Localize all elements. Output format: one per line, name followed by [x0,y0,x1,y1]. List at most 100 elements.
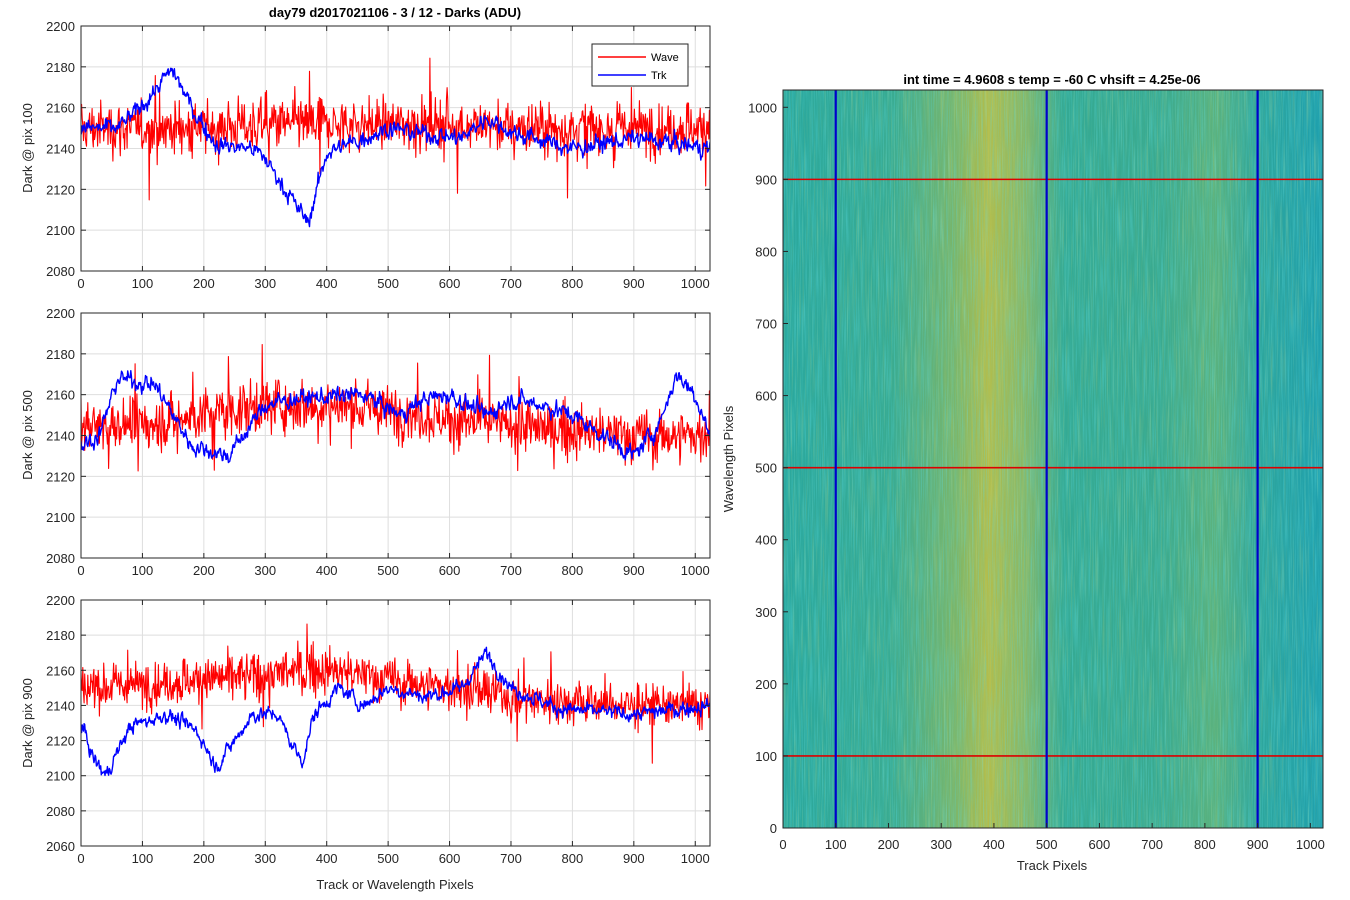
x-tick-label: 900 [623,276,645,291]
series-group [81,343,710,472]
x-tick-label: 800 [562,851,584,866]
series-trk-line [81,370,710,464]
y-tick-label: 2120 [46,182,75,197]
x-tick-label: 200 [193,276,215,291]
x-tick-label: 0 [77,276,84,291]
y-tick-label: 2160 [46,663,75,678]
y-tick-label: 2080 [46,551,75,566]
x-tick-label: 1000 [681,276,710,291]
y-tick-label: 2180 [46,347,75,362]
series-trk-line [81,67,710,228]
series-wave-line [81,57,710,201]
heatmap-ylabel: Wavelength Pixels [721,405,736,512]
x-tick-label: 700 [500,563,522,578]
x-tick-label: 500 [377,276,399,291]
top-plot-title: day79 d2017021106 - 3 / 12 - Darks (ADU) [269,5,521,20]
x-tick-label: 100 [132,851,154,866]
x-tick-label: 200 [193,851,215,866]
y-tick-label: 2140 [46,698,75,713]
x-tick-label: 300 [254,851,276,866]
y-tick-label: 2140 [46,429,75,444]
heatmap-y-tick-label: 800 [755,244,777,259]
legend-wave-label: Wave [651,52,679,64]
heatmap-y-tick-label: 200 [755,677,777,692]
y-tick-label: 2100 [46,769,75,784]
y-tick-label: 2060 [46,839,75,854]
x-tick-label: 500 [377,563,399,578]
line-plot-2: 0 100 200 300 400 500 600 700 800 900 1000 2080 2100… [46,306,711,578]
heatmap-x-tick-label: 400 [983,837,1005,852]
heatmap-y-tick-label: 600 [755,389,777,404]
heatmap-title: int time = 4.9608 s temp = -60 C vhsift … [903,72,1200,87]
series-group [81,57,710,228]
y-tick-label: 2120 [46,734,75,749]
plot2-ylabel: Dark @ pix 500 [20,390,35,480]
y-tick-label: 2120 [46,469,75,484]
heatmap-x-tick-label: 200 [878,837,900,852]
x-tick-label: 1000 [681,851,710,866]
x-tick-label: 300 [254,563,276,578]
y-tick-label: 2180 [46,628,75,643]
y-tick-label: 2180 [46,60,75,75]
heatmap-y-tick-label: 700 [755,317,777,332]
x-tick-label: 100 [132,276,154,291]
heatmap-x-tick-label: 900 [1247,837,1269,852]
x-tick-label: 700 [500,276,522,291]
x-tick-label: 800 [562,276,584,291]
x-tick-label: 400 [316,851,338,866]
heatmap-panel: 0 100 200 300 400 500 600 700 800 900 1000 0 100 200 3… [748,89,1325,852]
series-wave-line [81,623,710,764]
y-tick-label: 2200 [46,306,75,321]
heatmap-x-tick-label: 700 [1141,837,1163,852]
x-tick-label: 300 [254,276,276,291]
heatmap-x-tick-label: 600 [1089,837,1111,852]
y-tick-label: 2080 [46,264,75,279]
y-tick-label: 2200 [46,19,75,34]
x-tick-label: 400 [316,276,338,291]
heatmap-xlabel: Track Pixels [1017,858,1088,873]
x-tick-label: 0 [77,563,84,578]
series-wave-line [81,343,710,472]
x-tick-label: 700 [500,851,522,866]
x-tick-label: 100 [132,563,154,578]
series-group [81,623,710,777]
heatmap-x-tick-label: 0 [779,837,786,852]
x-tick-label: 0 [77,851,84,866]
legend-box [591,43,689,87]
legend-trk-label: Trk [651,70,667,82]
heatmap-texture-bright [783,90,1323,828]
heatmap-y-tick-label: 100 [755,749,777,764]
heatmap-y-tick-label: 300 [755,605,777,620]
x-tick-label: 600 [439,276,461,291]
y-tick-label: 2100 [46,223,75,238]
y-tick-label: 2200 [46,593,75,608]
y-tick-label: 2160 [46,388,75,403]
plot1-ylabel: Dark @ pix 100 [20,103,35,193]
x-tick-label: 900 [623,851,645,866]
heatmap-y-tick-label: 1000 [748,100,777,115]
heatmap-x-tick-label: 1000 [1296,837,1325,852]
heatmap-y-tick-label: 900 [755,172,777,187]
heatmap-x-tick-label: 800 [1194,837,1216,852]
y-tick-label: 2160 [46,101,75,116]
line-plot-3: 0 100 200 300 400 500 600 700 800 900 1000 2060 2080… [46,593,711,866]
bottom-plot-xlabel: Track or Wavelength Pixels [316,877,474,892]
heatmap-axes-box [782,89,1324,829]
x-tick-label: 400 [316,563,338,578]
x-tick-label: 600 [439,851,461,866]
x-tick-label: 200 [193,563,215,578]
y-tick-label: 2080 [46,804,75,819]
heatmap-y-tick-label: 500 [755,461,777,476]
plot3-ylabel: Dark @ pix 900 [20,678,35,768]
heatmap-x-tick-label: 100 [825,837,847,852]
heatmap-y-tick-label: 400 [755,533,777,548]
x-tick-label: 500 [377,851,399,866]
y-tick-label: 2140 [46,142,75,157]
heatmap-x-tick-label: 500 [1036,837,1058,852]
axes-box [80,599,711,847]
series-trk-line [81,646,710,777]
heatmap-x-tick-label: 300 [930,837,952,852]
heatmap-y-tick-label: 0 [770,821,777,836]
x-tick-label: 800 [562,563,584,578]
